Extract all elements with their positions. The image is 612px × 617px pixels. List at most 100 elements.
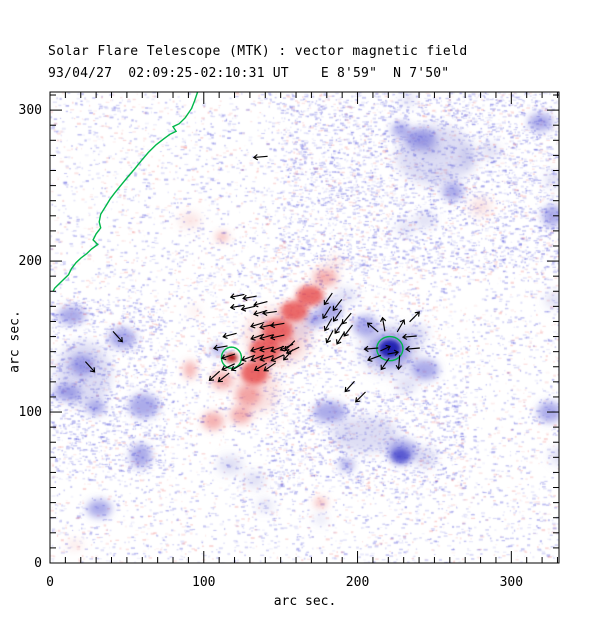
negative-polarity-blob — [331, 416, 400, 453]
negative-polarity-blob — [414, 212, 436, 228]
vector-arrow — [366, 322, 379, 333]
negative-polarity-blob — [317, 300, 343, 322]
vector-arrow — [395, 355, 402, 371]
positive-polarity-blob — [280, 300, 309, 322]
negative-polarity-blob — [257, 499, 273, 512]
vector-arrow — [269, 334, 285, 341]
y-axis-label: arc sec. — [7, 310, 23, 373]
negative-polarity-blob — [542, 205, 559, 227]
plot-subtitle: 93/04/27 02:09:25-02:10:31 UT E 8'59" N … — [48, 66, 450, 81]
negative-polarity-blob — [334, 288, 357, 304]
vector-arrow — [332, 299, 343, 312]
negative-polarity-blob — [545, 172, 559, 188]
negative-polarity-blob — [442, 182, 464, 201]
plot-frame — [49, 91, 560, 564]
negative-polarity-blob — [395, 221, 415, 234]
negative-polarity-blob — [129, 443, 152, 468]
negative-polarity-blob — [549, 446, 559, 465]
positive-polarity-blob — [296, 285, 324, 307]
x-tick-label: 200 — [346, 575, 369, 590]
negative-polarity-blob — [400, 93, 416, 106]
vector-arrow — [367, 354, 382, 362]
vector-arrow — [284, 340, 296, 352]
negative-polarity-blob — [391, 448, 410, 464]
vector-arrow — [259, 355, 274, 362]
x-tick-label: 0 — [46, 575, 54, 590]
vector-arrow — [387, 349, 400, 356]
contour-circle — [220, 346, 243, 369]
vector-arrow — [322, 306, 331, 320]
negative-polarity-blob — [545, 292, 559, 308]
negative-polarity-blob — [480, 143, 500, 159]
negative-polarity-blob — [243, 472, 266, 488]
negative-polarity-blob — [379, 339, 401, 358]
vector-arrow — [242, 294, 257, 302]
vector-arrow — [332, 309, 342, 322]
vector-arrow — [240, 354, 256, 362]
negative-polarity-blob — [86, 499, 112, 518]
negative-polarity-blob — [305, 312, 324, 328]
positive-polarity-blob — [211, 371, 233, 390]
vector-arrow — [263, 362, 276, 372]
positive-polarity-blob — [225, 353, 238, 363]
x-tick-label: 300 — [500, 575, 523, 590]
x-axis-label: arc sec. — [273, 594, 337, 609]
positive-polarity-blob — [179, 212, 201, 228]
vector-arrow — [112, 331, 123, 343]
negative-polarity-blob — [403, 324, 429, 343]
vector-arrows — [84, 154, 420, 403]
vector-arrow — [283, 349, 294, 361]
vector-arrow — [259, 334, 274, 341]
positive-polarity-blob — [202, 412, 224, 431]
positive-polarity-blob — [262, 318, 293, 343]
negative-polarity-blob — [217, 455, 243, 474]
vector-arrow — [212, 344, 228, 351]
vector-arrow — [323, 292, 333, 306]
vector-arrow — [325, 330, 334, 344]
vector-arrow — [217, 372, 230, 383]
vector-arrow — [253, 301, 268, 308]
negative-polarity-blob — [352, 315, 378, 337]
negative-polarity-blob — [419, 140, 441, 156]
vector-arrow — [208, 370, 221, 382]
plot-title: Solar Flare Telescope (MTK) : vector mag… — [48, 44, 468, 59]
vector-arrow — [269, 321, 285, 329]
vector-arrow — [259, 346, 274, 353]
positive-polarity-blob — [272, 336, 298, 355]
vector-arrow — [221, 363, 235, 372]
vector-arrow — [240, 305, 256, 312]
positive-polarity-blob — [312, 268, 338, 287]
y-tick-label: 200 — [19, 254, 42, 269]
positive-polarity-blob — [66, 540, 83, 550]
negative-polarity-blob — [460, 144, 476, 173]
negative-polarity-blob — [86, 399, 106, 416]
negative-polarity-blob — [339, 458, 355, 471]
negative-polarity-blob — [411, 359, 440, 381]
negative-polarity-blob — [395, 377, 418, 393]
vector-arrow — [252, 154, 268, 161]
vector-arrow — [250, 333, 265, 341]
vector-arrow — [253, 362, 267, 372]
positive-polarity-blob — [469, 197, 492, 216]
negative-polarity-blob — [391, 122, 410, 138]
negative-polarity-blob — [528, 113, 553, 132]
positive-polarity-blob — [229, 406, 252, 425]
positive-polarity-blob — [326, 256, 343, 269]
polarity-blobs — [53, 93, 559, 550]
vector-arrow — [405, 345, 420, 353]
y-tick-label: 0 — [34, 556, 42, 571]
vector-arrow — [220, 353, 236, 361]
vector-arrow — [229, 303, 245, 311]
axes — [49, 91, 560, 564]
vector-arrow — [222, 332, 237, 340]
vector-arrow — [336, 331, 345, 345]
vector-arrow — [250, 354, 265, 362]
positive-polarity-blob — [216, 232, 229, 242]
negative-polarity-blob — [53, 384, 81, 400]
vector-arrow — [343, 324, 353, 337]
vector-arrow — [262, 309, 277, 317]
positive-polarity-blob — [189, 306, 200, 316]
vector-arrow — [344, 380, 355, 393]
vector-arrow — [229, 293, 245, 300]
